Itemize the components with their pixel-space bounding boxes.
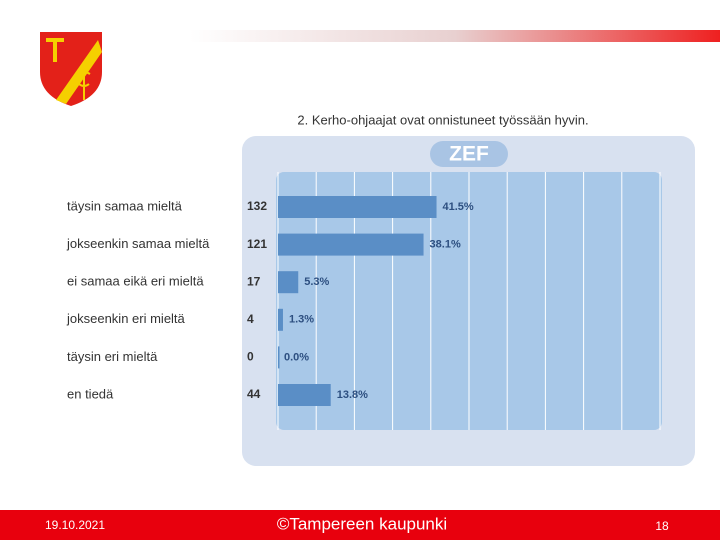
bar [278, 196, 437, 218]
category-label: täysin eri mieltä [67, 349, 158, 364]
value-label: 0.0% [284, 351, 309, 363]
footer-bar [0, 510, 720, 540]
count-label: 121 [247, 237, 267, 251]
value-label: 5.3% [304, 276, 329, 288]
count-label: 0 [247, 350, 254, 364]
category-label: en tiedä [67, 386, 114, 401]
count-label: 44 [247, 387, 261, 401]
bar [278, 271, 299, 294]
footer-page: 18 [655, 519, 669, 533]
footer-org: ©Tampereen kaupunki [277, 514, 447, 533]
header-stripe [190, 30, 720, 42]
value-label: 13.8% [337, 389, 368, 401]
value-label: 1.3% [289, 314, 314, 326]
category-label: täysin samaa mieltä [67, 198, 183, 213]
count-label: 132 [247, 199, 267, 213]
category-label: jokseenkin samaa mieltä [66, 236, 210, 251]
value-label: 38.1% [430, 239, 461, 251]
bar [278, 346, 280, 369]
category-label: ei samaa eikä eri mieltä [67, 274, 204, 289]
bar [278, 233, 424, 256]
bar [278, 308, 283, 331]
category-label: jokseenkin eri mieltä [66, 311, 186, 326]
chart-title: 2. Kerho-ohjaajat ovat onnistuneet työss… [297, 112, 588, 127]
footer-date: 19.10.2021 [45, 518, 105, 532]
logo-text: ZEF [449, 143, 489, 166]
coat-of-arms [40, 32, 102, 106]
logo-badge [430, 141, 508, 167]
value-label: 41.5% [443, 201, 474, 213]
count-label: 4 [247, 312, 254, 326]
bar [278, 384, 331, 406]
count-label: 17 [247, 274, 261, 288]
